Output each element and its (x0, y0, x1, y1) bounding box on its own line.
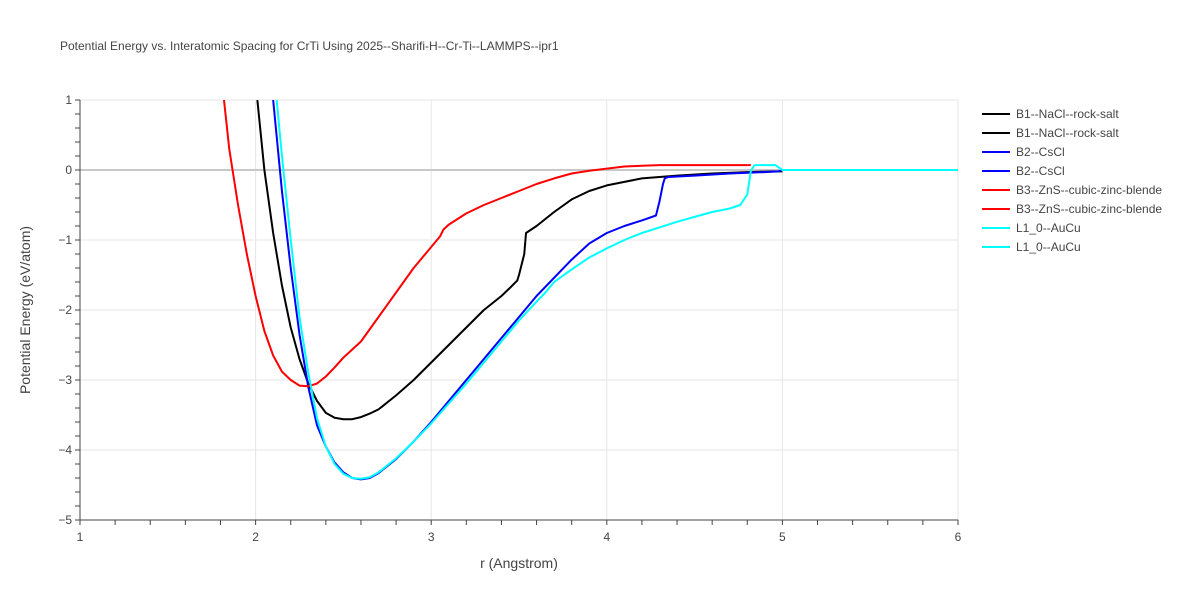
x-axis-title: r (Angstrom) (480, 555, 558, 571)
grid-layer (80, 99, 959, 520)
legend-label-b2-cscl[interactable]: B2--CsCl (1016, 164, 1065, 178)
x-tick-label: 2 (252, 530, 259, 544)
series-line-l1-0-aucu-6 (275, 100, 756, 480)
y-tick-label: −4 (58, 443, 72, 457)
legend-label-b2-cscl[interactable]: B2--CsCl (1016, 145, 1065, 159)
legend-label-l1-0-aucu[interactable]: L1_0--AuCu (1016, 221, 1081, 235)
x-tick-label: 5 (779, 530, 786, 544)
legend-label-b3-zns-cubic-zinc-blende[interactable]: B3--ZnS--cubic-zinc-blende (1016, 202, 1162, 216)
x-tick-label: 3 (428, 530, 435, 544)
series-line-b3-zns-cubic-zinc-blende-4 (222, 100, 748, 388)
y-tick-label: 0 (65, 163, 72, 177)
y-tick-label: −2 (58, 303, 72, 317)
y-tick-label: −5 (58, 513, 72, 527)
y-tick-label: −3 (58, 373, 72, 387)
x-tick-label: 4 (603, 530, 610, 544)
legend-label-b1-nacl-rock-salt[interactable]: B1--NaCl--rock-salt (1016, 126, 1119, 140)
axis-layer: 1 2 3 4 5 6 1 0 −1 −2 −3 −4 −5 (58, 93, 961, 544)
x-tick-label: 6 (955, 530, 962, 544)
chart-title: Potential Energy vs. Interatomic Spacing… (60, 39, 559, 53)
series-line-b2-cscl-2 (272, 100, 779, 481)
y-tick-label: −1 (58, 233, 72, 247)
series-line-l1-0-aucu-7 (754, 164, 958, 171)
legend: B1--NaCl--rock-salt B1--NaCl--rock-salt B2… (982, 107, 1162, 254)
y-axis-title: Potential Energy (eV/atom) (17, 226, 33, 394)
series-layer (222, 100, 958, 481)
plot-area: 1 2 3 4 5 6 1 0 −1 −2 −3 −4 −5 (58, 93, 961, 544)
legend-label-l1-0-aucu[interactable]: L1_0--AuCu (1016, 240, 1081, 254)
legend-label-b3-zns-cubic-zinc-blende[interactable]: B3--ZnS--cubic-zinc-blende (1016, 183, 1162, 197)
y-tick-label: 1 (65, 93, 72, 107)
legend-label-b1-nacl-rock-salt[interactable]: B1--NaCl--rock-salt (1016, 107, 1119, 121)
x-tick-label: 1 (77, 530, 84, 544)
